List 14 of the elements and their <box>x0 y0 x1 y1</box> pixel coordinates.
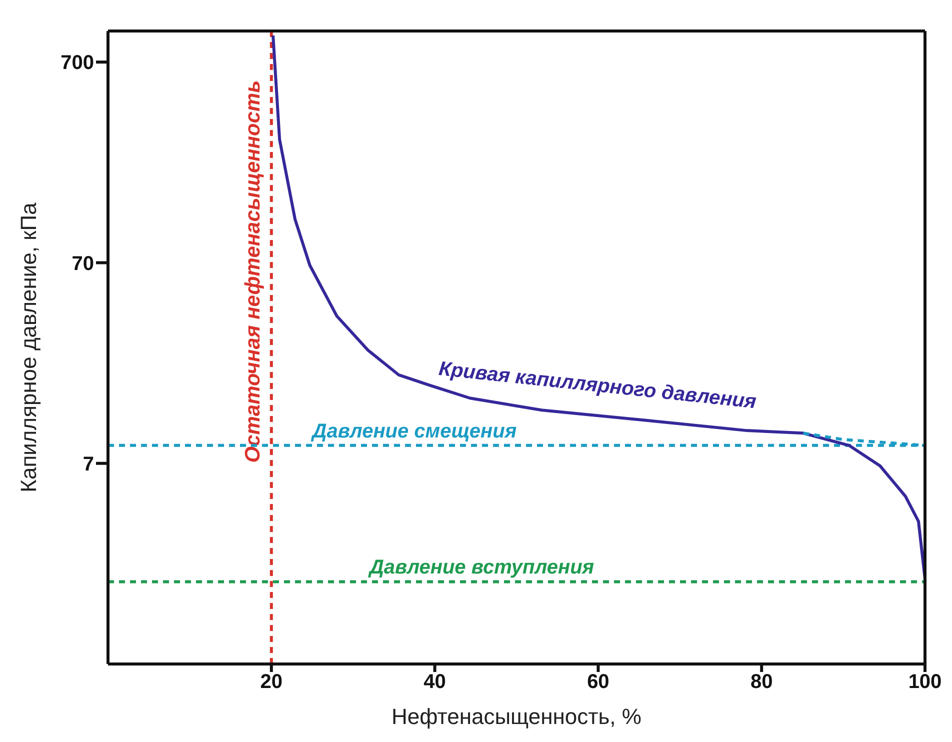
ref-line-label: Давление вступления <box>367 556 594 579</box>
x-tick-label: 100 <box>908 671 942 694</box>
y-tick-label: 700 <box>60 52 94 74</box>
y-tick-label: 7 <box>82 453 94 476</box>
x-tick-label: 40 <box>424 671 446 694</box>
annotation: Кривая капиллярного давления <box>438 358 758 414</box>
ref-line-label: Давление смещения <box>310 420 517 442</box>
x-tick-label: 80 <box>750 671 773 694</box>
ref-line-label: Остаточная нефтенасыщенность <box>241 80 264 463</box>
x-tick-label: 20 <box>260 671 283 694</box>
y-axis-title: Капиллярное давление, кПа <box>16 202 41 492</box>
x-axis-title: Нефтенасыщенность, % <box>392 704 642 729</box>
y-tick-label: 70 <box>72 252 94 275</box>
x-tick-label: 60 <box>587 671 610 694</box>
